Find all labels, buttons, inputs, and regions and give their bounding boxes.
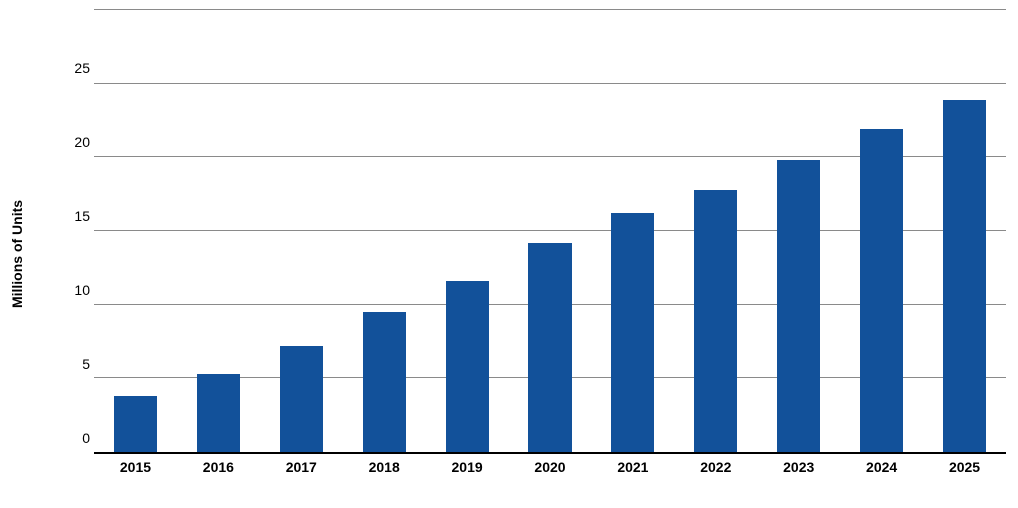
bar-slot xyxy=(260,10,343,452)
y-tick: 15 xyxy=(60,208,90,224)
x-tick: 2019 xyxy=(426,456,509,478)
bar xyxy=(694,190,737,452)
bar xyxy=(611,213,654,452)
x-tick: 2017 xyxy=(260,456,343,478)
bar-slot xyxy=(343,10,426,452)
bar-slot xyxy=(94,10,177,452)
bar-slot xyxy=(757,10,840,452)
bar xyxy=(280,346,323,452)
chart-container: Millions of Units 051015202530 201520162… xyxy=(0,0,1018,508)
y-tick: 5 xyxy=(60,356,90,372)
bars xyxy=(94,10,1006,452)
y-tick: 25 xyxy=(60,60,90,76)
y-axis-label: Millions of Units xyxy=(9,200,25,308)
bar xyxy=(197,374,240,452)
bar xyxy=(777,160,820,452)
bar xyxy=(943,100,986,452)
bar-slot xyxy=(591,10,674,452)
bar-slot xyxy=(674,10,757,452)
bar-slot xyxy=(426,10,509,452)
bar xyxy=(446,281,489,452)
x-tick: 2023 xyxy=(757,456,840,478)
y-tick: 0 xyxy=(60,430,90,446)
plot-area xyxy=(94,10,1006,454)
x-tick: 2020 xyxy=(509,456,592,478)
x-tick: 2022 xyxy=(674,456,757,478)
bar xyxy=(528,243,571,452)
bar xyxy=(860,129,903,452)
x-tick-labels: 2015201620172018201920202021202220232024… xyxy=(94,456,1006,478)
x-tick: 2025 xyxy=(923,456,1006,478)
bar-slot xyxy=(923,10,1006,452)
bar xyxy=(363,312,406,452)
x-tick: 2015 xyxy=(94,456,177,478)
chart-outer: 051015202530 201520162017201820192020202… xyxy=(60,6,1010,478)
x-tick: 2018 xyxy=(343,456,426,478)
bar-slot xyxy=(177,10,260,452)
bar xyxy=(114,396,157,452)
y-tick: 10 xyxy=(60,282,90,298)
y-tick-labels: 051015202530 xyxy=(60,6,90,478)
y-tick: 20 xyxy=(60,134,90,150)
x-tick: 2016 xyxy=(177,456,260,478)
x-tick: 2021 xyxy=(591,456,674,478)
bar-slot xyxy=(840,10,923,452)
bar-slot xyxy=(509,10,592,452)
x-tick: 2024 xyxy=(840,456,923,478)
y-tick: 30 xyxy=(60,0,90,2)
